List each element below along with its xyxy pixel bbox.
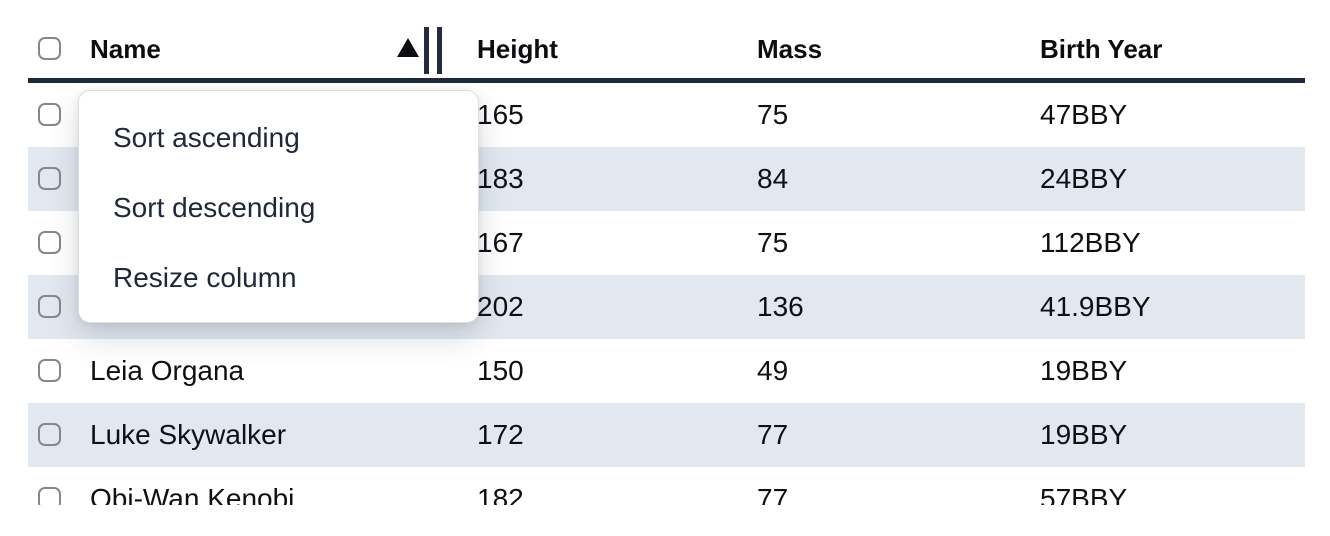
menu-item-label: Sort descending	[113, 192, 316, 223]
column-resize-handle[interactable]	[424, 27, 442, 74]
menu-item-label: Sort ascending	[113, 122, 300, 153]
row-checkbox[interactable]	[38, 167, 61, 190]
row-checkbox[interactable]	[38, 359, 61, 382]
cell-height: 183	[477, 163, 524, 194]
column-header-mass[interactable]: Mass	[757, 33, 823, 64]
menu-item-resize-column[interactable]: Resize column	[79, 243, 478, 313]
cell-mass: 84	[757, 163, 789, 194]
menu-item-label: Resize column	[113, 262, 297, 293]
cell-height: 202	[477, 291, 524, 322]
table-row: Obi-Wan Kenobi 182 77 57BBY	[28, 467, 1305, 505]
table-row: Luke Skywalker 172 77 19BBY	[28, 403, 1305, 467]
cell-mass: 49	[757, 355, 789, 386]
cell-mass: 75	[757, 99, 789, 130]
row-checkbox[interactable]	[38, 231, 61, 254]
column-header-birth-year[interactable]: Birth Year	[1040, 33, 1163, 64]
resize-bar-icon	[437, 27, 442, 74]
cell-height: 150	[477, 355, 524, 386]
table-row: 167 75 112BBY	[28, 211, 1305, 275]
cell-height: 172	[477, 419, 524, 450]
column-menu: Sort ascending Sort descending Resize co…	[78, 90, 479, 323]
cell-height: 182	[477, 483, 524, 505]
cell-mass: 136	[757, 291, 804, 322]
table-header: Name Height Mass Birth Year	[28, 0, 1305, 83]
cell-birth-year: 112BBY	[1040, 227, 1141, 258]
column-header-name[interactable]: Name	[90, 33, 161, 64]
table-row: 165 75 47BBY	[28, 83, 1305, 147]
cell-birth-year: 19BBY	[1040, 419, 1128, 450]
sort-ascending-icon	[397, 38, 419, 57]
cell-name: Leia Organa	[90, 355, 245, 386]
column-header-height[interactable]: Height	[477, 33, 558, 64]
cell-birth-year: 24BBY	[1040, 163, 1128, 194]
row-checkbox[interactable]	[38, 423, 61, 446]
cell-name: Luke Skywalker	[90, 419, 287, 450]
cell-mass: 77	[757, 483, 789, 505]
cell-mass: 77	[757, 419, 789, 450]
cell-mass: 75	[757, 227, 789, 258]
row-checkbox[interactable]	[38, 103, 61, 126]
cell-birth-year: 41.9BBY	[1040, 291, 1151, 322]
row-checkbox[interactable]	[38, 487, 61, 505]
cell-name: Obi-Wan Kenobi	[90, 483, 295, 505]
resize-bar-icon	[424, 27, 429, 74]
table-row: Leia Organa 150 49 19BBY	[28, 339, 1305, 403]
select-all-checkbox[interactable]	[38, 37, 61, 60]
cell-birth-year: 47BBY	[1040, 99, 1128, 130]
cell-birth-year: 57BBY	[1040, 483, 1128, 505]
row-checkbox[interactable]	[38, 295, 61, 318]
cell-birth-year: 19BBY	[1040, 355, 1128, 386]
menu-item-sort-ascending[interactable]: Sort ascending	[79, 103, 478, 173]
menu-item-sort-descending[interactable]: Sort descending	[79, 173, 478, 243]
cell-height: 165	[477, 99, 524, 130]
cell-height: 167	[477, 227, 524, 258]
